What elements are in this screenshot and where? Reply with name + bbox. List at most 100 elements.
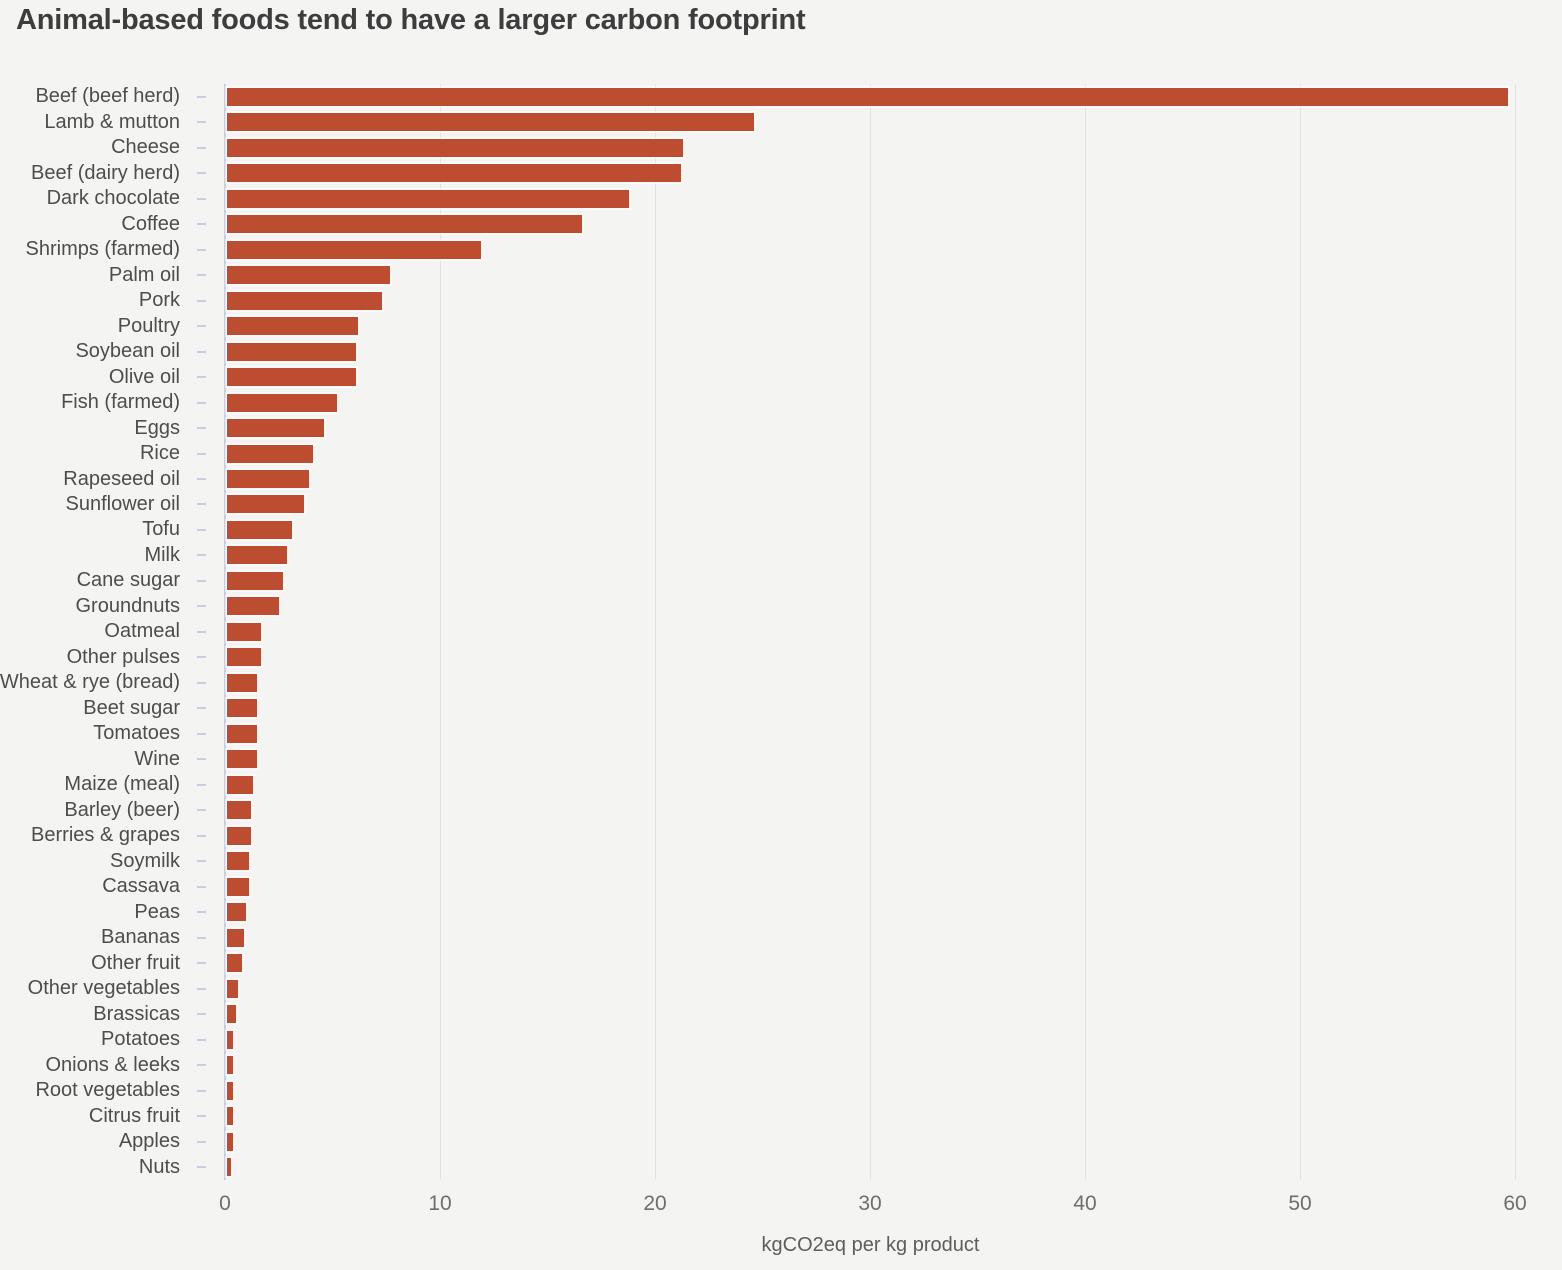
category-label-row: Dark chocolate xyxy=(0,186,209,211)
bar xyxy=(227,571,283,590)
y-tick xyxy=(197,376,206,379)
bar xyxy=(227,266,391,285)
bar-row xyxy=(225,1129,1546,1154)
bar xyxy=(227,724,258,743)
category-label: Potatoes xyxy=(101,1028,180,1051)
bar-row xyxy=(225,772,1546,797)
category-label: Berries & grapes xyxy=(31,824,180,847)
category-label: Nuts xyxy=(138,1155,180,1178)
category-label: Lamb & mutton xyxy=(44,110,180,133)
y-tick xyxy=(197,478,206,480)
bar xyxy=(227,317,359,336)
bar-row xyxy=(225,441,1546,466)
category-label: Coffee xyxy=(121,212,180,235)
x-tick-label: 50 xyxy=(1288,1192,1312,1215)
category-label-row: Onions & leeks xyxy=(0,1052,209,1077)
y-tick xyxy=(197,274,206,277)
bar-row xyxy=(225,109,1546,134)
category-label-row: Berries & grapes xyxy=(0,823,209,848)
category-label-row: Cassava xyxy=(0,874,209,899)
y-tick xyxy=(197,401,206,404)
category-label-row: Barley (beer) xyxy=(0,798,209,823)
bar-row xyxy=(225,594,1546,619)
bar-row xyxy=(225,364,1546,389)
bar-row xyxy=(225,747,1546,772)
category-label-row: Coffee xyxy=(0,211,209,236)
bar xyxy=(227,826,251,845)
bar-row xyxy=(225,339,1546,364)
category-label-row: Nuts xyxy=(0,1154,209,1179)
y-tick xyxy=(197,707,206,710)
bar-rows xyxy=(225,84,1546,1180)
x-tick-label: 20 xyxy=(643,1192,667,1215)
y-tick xyxy=(197,554,206,557)
bar-row xyxy=(225,1001,1546,1026)
y-tick xyxy=(197,656,206,659)
category-label-row: Wheat & rye (bread) xyxy=(0,670,209,695)
category-label: Other pulses xyxy=(66,645,180,668)
bar xyxy=(227,801,251,820)
category-label-row: Milk xyxy=(0,543,209,568)
category-label-row: Pork xyxy=(0,288,209,313)
bar xyxy=(227,673,258,692)
y-tick xyxy=(197,630,206,633)
category-label: Citrus fruit xyxy=(88,1104,180,1127)
y-tick xyxy=(197,325,206,328)
y-tick xyxy=(197,1038,206,1041)
y-tick xyxy=(197,783,206,786)
category-label: Maize (meal) xyxy=(64,773,180,796)
category-label: Root vegetables xyxy=(35,1079,180,1102)
page-title: Animal-based foods tend to have a larger… xyxy=(16,4,806,36)
category-label-row: Sunflower oil xyxy=(0,492,209,517)
bar-row xyxy=(225,900,1546,925)
category-label-row: Rice xyxy=(0,441,209,466)
y-tick xyxy=(197,248,206,251)
x-tick-label: 10 xyxy=(428,1192,452,1215)
y-tick xyxy=(197,962,206,965)
bar-row xyxy=(225,1103,1546,1128)
category-label: Tomatoes xyxy=(93,722,180,745)
category-label: Peas xyxy=(134,900,180,923)
category-label-row: Potatoes xyxy=(0,1027,209,1052)
category-label: Eggs xyxy=(134,416,180,439)
category-label: Apples xyxy=(118,1130,180,1153)
gridline xyxy=(1515,84,1516,1180)
bar xyxy=(227,164,681,183)
y-tick xyxy=(197,681,206,684)
bar xyxy=(227,1107,234,1126)
category-label: Rapeseed oil xyxy=(63,467,180,490)
bar-row xyxy=(225,415,1546,440)
bar xyxy=(227,852,249,871)
bar-row xyxy=(225,517,1546,542)
category-label: Onions & leeks xyxy=(45,1053,180,1076)
category-label-row: Peas xyxy=(0,900,209,925)
y-tick xyxy=(197,1013,206,1016)
category-label-row: Other vegetables xyxy=(0,976,209,1001)
category-label: Pork xyxy=(138,289,180,312)
bar-row xyxy=(225,925,1546,950)
category-label-row: Maize (meal) xyxy=(0,772,209,797)
bar xyxy=(227,189,630,208)
y-tick xyxy=(197,860,206,863)
y-tick xyxy=(197,528,206,531)
y-tick xyxy=(197,427,206,430)
category-label: Cheese xyxy=(111,136,180,159)
bar xyxy=(227,393,337,412)
bar xyxy=(227,342,356,361)
category-label: Brassicas xyxy=(93,1002,180,1025)
bar-row xyxy=(225,466,1546,491)
category-label-row: Beef (beef herd) xyxy=(0,84,209,109)
y-tick xyxy=(197,834,206,837)
category-label-row: Citrus fruit xyxy=(0,1103,209,1128)
bar xyxy=(227,1005,236,1024)
category-label-row: Olive oil xyxy=(0,364,209,389)
bar xyxy=(227,368,356,387)
bar xyxy=(227,291,382,310)
bar-row xyxy=(225,237,1546,262)
category-label: Groundnuts xyxy=(75,594,180,617)
category-label: Beef (dairy herd) xyxy=(31,161,180,184)
y-tick xyxy=(197,146,206,149)
category-label-row: Cane sugar xyxy=(0,568,209,593)
gridline xyxy=(655,84,656,1180)
bar-row xyxy=(225,1154,1546,1179)
